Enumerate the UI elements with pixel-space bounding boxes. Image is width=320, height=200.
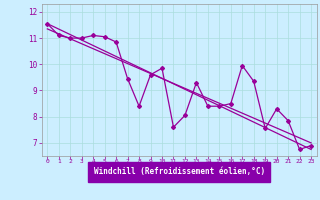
- X-axis label: Windchill (Refroidissement éolien,°C): Windchill (Refroidissement éolien,°C): [94, 167, 265, 176]
